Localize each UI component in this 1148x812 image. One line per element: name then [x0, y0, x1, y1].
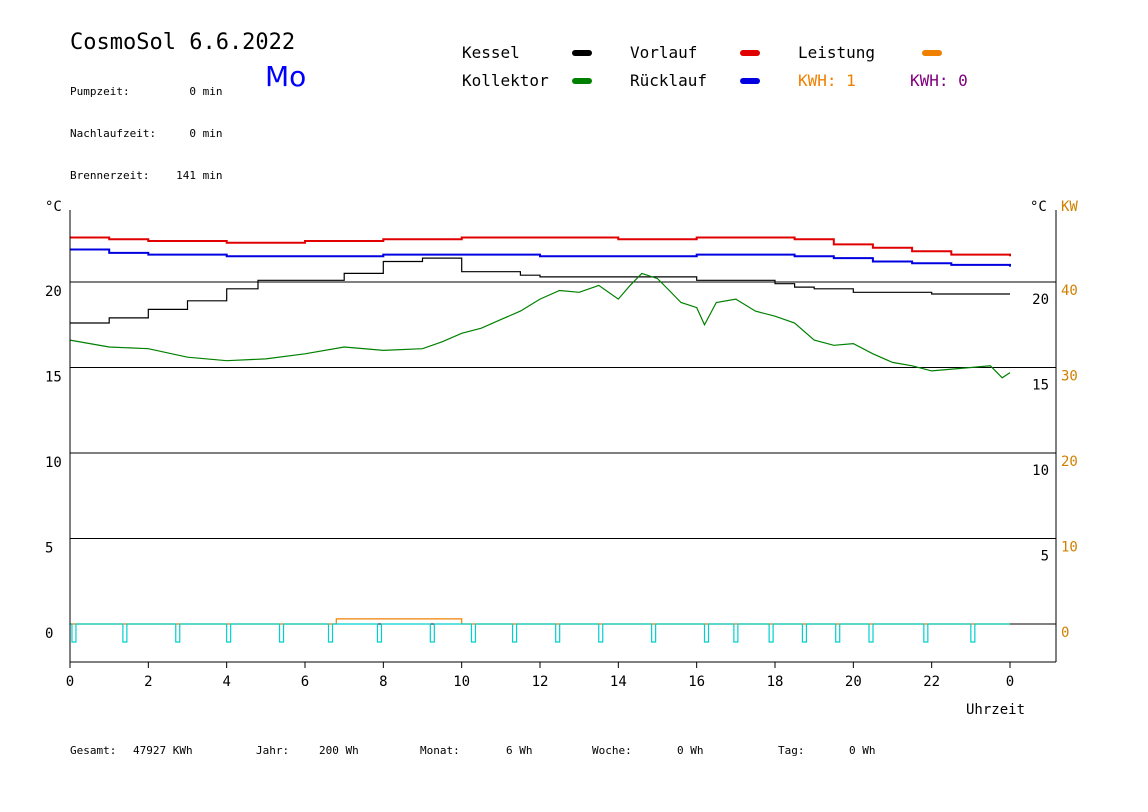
legend-ruecklauf: Rücklauf [630, 71, 708, 90]
y-unit-right: °C [1030, 199, 1047, 215]
series-line [70, 248, 1011, 267]
y-tick-label-left: 20 [45, 284, 62, 300]
legend-kwh-2: KWH: 0 [910, 71, 968, 90]
legend-kollektor: Kollektor [462, 71, 549, 90]
page-title: CosmoSol 6.6.2022 [70, 30, 296, 55]
y-tick-label-right: 10 [1032, 463, 1049, 479]
legend-ruecklauf-swatch [740, 78, 760, 84]
x-tick-label: 10 [453, 674, 470, 690]
y2-tick-label: 10 [1061, 540, 1078, 556]
x-tick-label: 14 [610, 674, 627, 690]
weekday-label: Mo [265, 60, 307, 93]
x-tick-label: 16 [688, 674, 705, 690]
y-tick-label-right: 20 [1032, 292, 1049, 308]
series-line [70, 618, 1010, 625]
legend-vorlauf-swatch [740, 50, 760, 56]
x-tick-label: 2 [144, 674, 152, 690]
x-tick-label: 0 [66, 674, 74, 690]
legend-kwh-1: KWH: 1 [798, 71, 856, 90]
x-tick-label: 18 [767, 674, 784, 690]
pump-trace [70, 623, 1010, 643]
x-tick-label: 6 [301, 674, 309, 690]
legend-leistung: Leistung [798, 43, 876, 62]
footer-gesamt-label: Gesamt: [70, 744, 117, 757]
legend-vorlauf: Vorlauf [630, 43, 698, 62]
pump-line [70, 623, 1010, 643]
y2-tick-label: 30 [1061, 369, 1078, 385]
axes [69, 210, 1057, 668]
y-tick-label-left: 5 [45, 541, 53, 557]
series-lines [69, 236, 1011, 625]
footer-monat-label: Monat: [420, 744, 460, 757]
series-line [70, 236, 1011, 257]
footer-tag-value: 0 Wh [849, 744, 876, 757]
footer-monat-value: 6 Wh [506, 744, 533, 757]
y2-unit: KW [1061, 199, 1078, 215]
x-tick-label: 0 [1006, 674, 1014, 690]
y-tick-label-right: 15 [1032, 378, 1049, 394]
footer-woche-label: Woche: [592, 744, 632, 757]
footer-woche-value: 0 Wh [677, 744, 704, 757]
footer-gesamt-value: 47927 KWh [133, 744, 193, 757]
runtime-info: Pumpzeit: 0 min Nachlaufzeit: 0 min Brenne… [70, 57, 223, 197]
footer-tag-label: Tag: [778, 744, 805, 757]
info-row: Nachlaufzeit: 0 min [70, 127, 223, 140]
x-tick-label: 12 [532, 674, 549, 690]
x-axis-label: Uhrzeit [966, 702, 1025, 718]
legend-kessel: Kessel [462, 43, 520, 62]
tick-labels: 0 2 4 6 8 10 12 14 16 18 20 22 0 20 15 10 5 0 20 15 10 5 40 30 2… [45, 283, 1078, 690]
series-line [69, 272, 1011, 379]
series-line [70, 257, 1010, 324]
y-unit-left: °C [45, 199, 62, 215]
y2-tick-label: 40 [1061, 283, 1078, 299]
x-tick-label: 8 [379, 674, 387, 690]
x-tick-label: 22 [923, 674, 940, 690]
info-row: Pumpzeit: 0 min [70, 85, 223, 98]
x-tick-label: 20 [845, 674, 862, 690]
y-tick-label-left: 10 [45, 455, 62, 471]
footer-jahr-label: Jahr: [256, 744, 290, 757]
grid-lines [70, 281, 1056, 625]
legend-leistung-swatch [922, 50, 942, 56]
y-tick-label-right: 5 [1041, 549, 1049, 565]
y-tick-label-left: 15 [45, 370, 62, 386]
footer-jahr-value: 200 Wh [319, 744, 359, 757]
legend-kessel-swatch [572, 50, 592, 56]
legend-kollektor-swatch [572, 78, 592, 84]
x-tick-label: 4 [222, 674, 230, 690]
y-tick-label-left: 0 [45, 626, 53, 642]
info-row: Brennerzeit: 141 min [70, 169, 223, 182]
y2-tick-label: 0 [1061, 625, 1069, 641]
y2-tick-label: 20 [1061, 454, 1078, 470]
